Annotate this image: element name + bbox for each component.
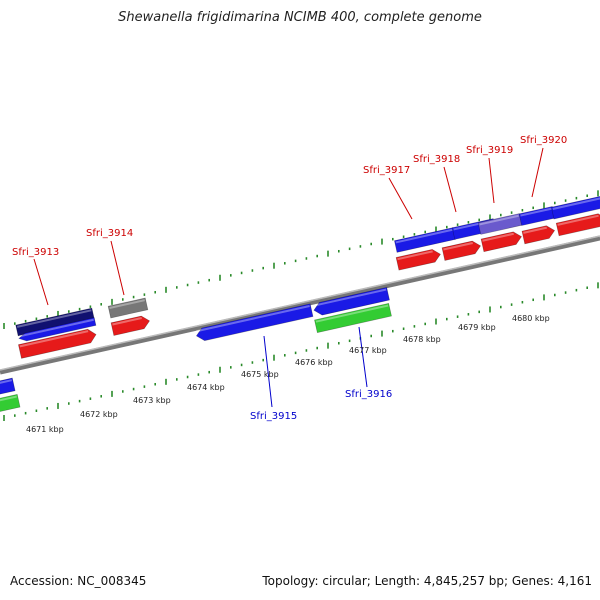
genome-title: Shewanella frigidimarina NCIMB 400, comp… [118, 10, 482, 25]
cds-red-3917[interactable] [395, 248, 442, 271]
cds-sfri-3920-a[interactable] [518, 206, 556, 226]
gene-label-sfri-3915[interactable]: Sfri_3915 [250, 411, 297, 422]
cds-sfri-3920-b[interactable] [551, 194, 600, 220]
scale-ticks-bottom [3, 282, 599, 421]
scale-label-4672: 4672 kbp [80, 410, 118, 419]
leader-3913 [33, 258, 49, 306]
scale-label-4680: 4680 kbp [512, 314, 550, 323]
label-leaders [33, 147, 544, 408]
leader-3914 [110, 240, 125, 296]
gene-label-sfri-3913[interactable]: Sfri_3913 [12, 247, 59, 258]
leader-3920 [531, 147, 544, 198]
cds-sfri-3916[interactable] [312, 287, 390, 316]
gene-label-sfri-3917[interactable]: Sfri_3917 [363, 165, 410, 176]
cds-left-blue[interactable] [0, 377, 16, 396]
scale-label-4675: 4675 kbp [241, 370, 279, 379]
scale-label-4673: 4673 kbp [133, 396, 171, 405]
gene-label-sfri-3919[interactable]: Sfri_3919 [466, 145, 513, 156]
cds-green-3916[interactable] [314, 303, 392, 333]
scale-label-4676: 4676 kbp [295, 358, 333, 367]
cds-sfri-3914[interactable] [107, 297, 149, 319]
gene-label-sfri-3918[interactable]: Sfri_3918 [413, 154, 460, 165]
cds-red-3921[interactable] [555, 212, 600, 237]
gene-label-sfri-3916[interactable]: Sfri_3916 [345, 389, 392, 400]
cds-red-3920[interactable] [521, 224, 556, 245]
cds-sfri-3917[interactable] [394, 227, 456, 253]
cds-red-3919[interactable] [480, 230, 523, 253]
cds-red-3913[interactable] [18, 328, 97, 359]
scale-label-4671: 4671 kbp [26, 425, 64, 434]
cds-left-green[interactable] [0, 394, 21, 414]
cds-sfri-3919[interactable] [477, 213, 523, 235]
leader-3916 [358, 326, 368, 388]
cds-red-3914[interactable] [110, 315, 151, 336]
gene-label-sfri-3920[interactable]: Sfri_3920 [520, 135, 567, 146]
cds-sfri-3915[interactable] [195, 303, 314, 342]
gene-features [0, 194, 600, 414]
leader-3918 [443, 166, 457, 213]
leader-3917 [388, 177, 413, 220]
scale-label-4674: 4674 kbp [187, 383, 225, 392]
cds-sfri-3913-b[interactable] [18, 317, 97, 343]
gene-label-sfri-3914[interactable]: Sfri_3914 [86, 228, 133, 239]
scale-label-4677: 4677 kbp [349, 346, 387, 355]
scale-label-4678: 4678 kbp [403, 335, 441, 344]
cds-red-3918[interactable] [441, 240, 482, 261]
genome-backbone-highlight [0, 235, 600, 371]
accession-text: Accession: NC_008345 [10, 574, 147, 588]
scale-ticks-top [3, 190, 599, 329]
leader-3915 [263, 335, 273, 408]
genome-backbone [0, 235, 600, 375]
leader-3919 [488, 157, 495, 204]
scale-label-4679: 4679 kbp [458, 323, 496, 332]
topology-text: Topology: circular; Length: 4,845,257 bp… [262, 574, 592, 588]
